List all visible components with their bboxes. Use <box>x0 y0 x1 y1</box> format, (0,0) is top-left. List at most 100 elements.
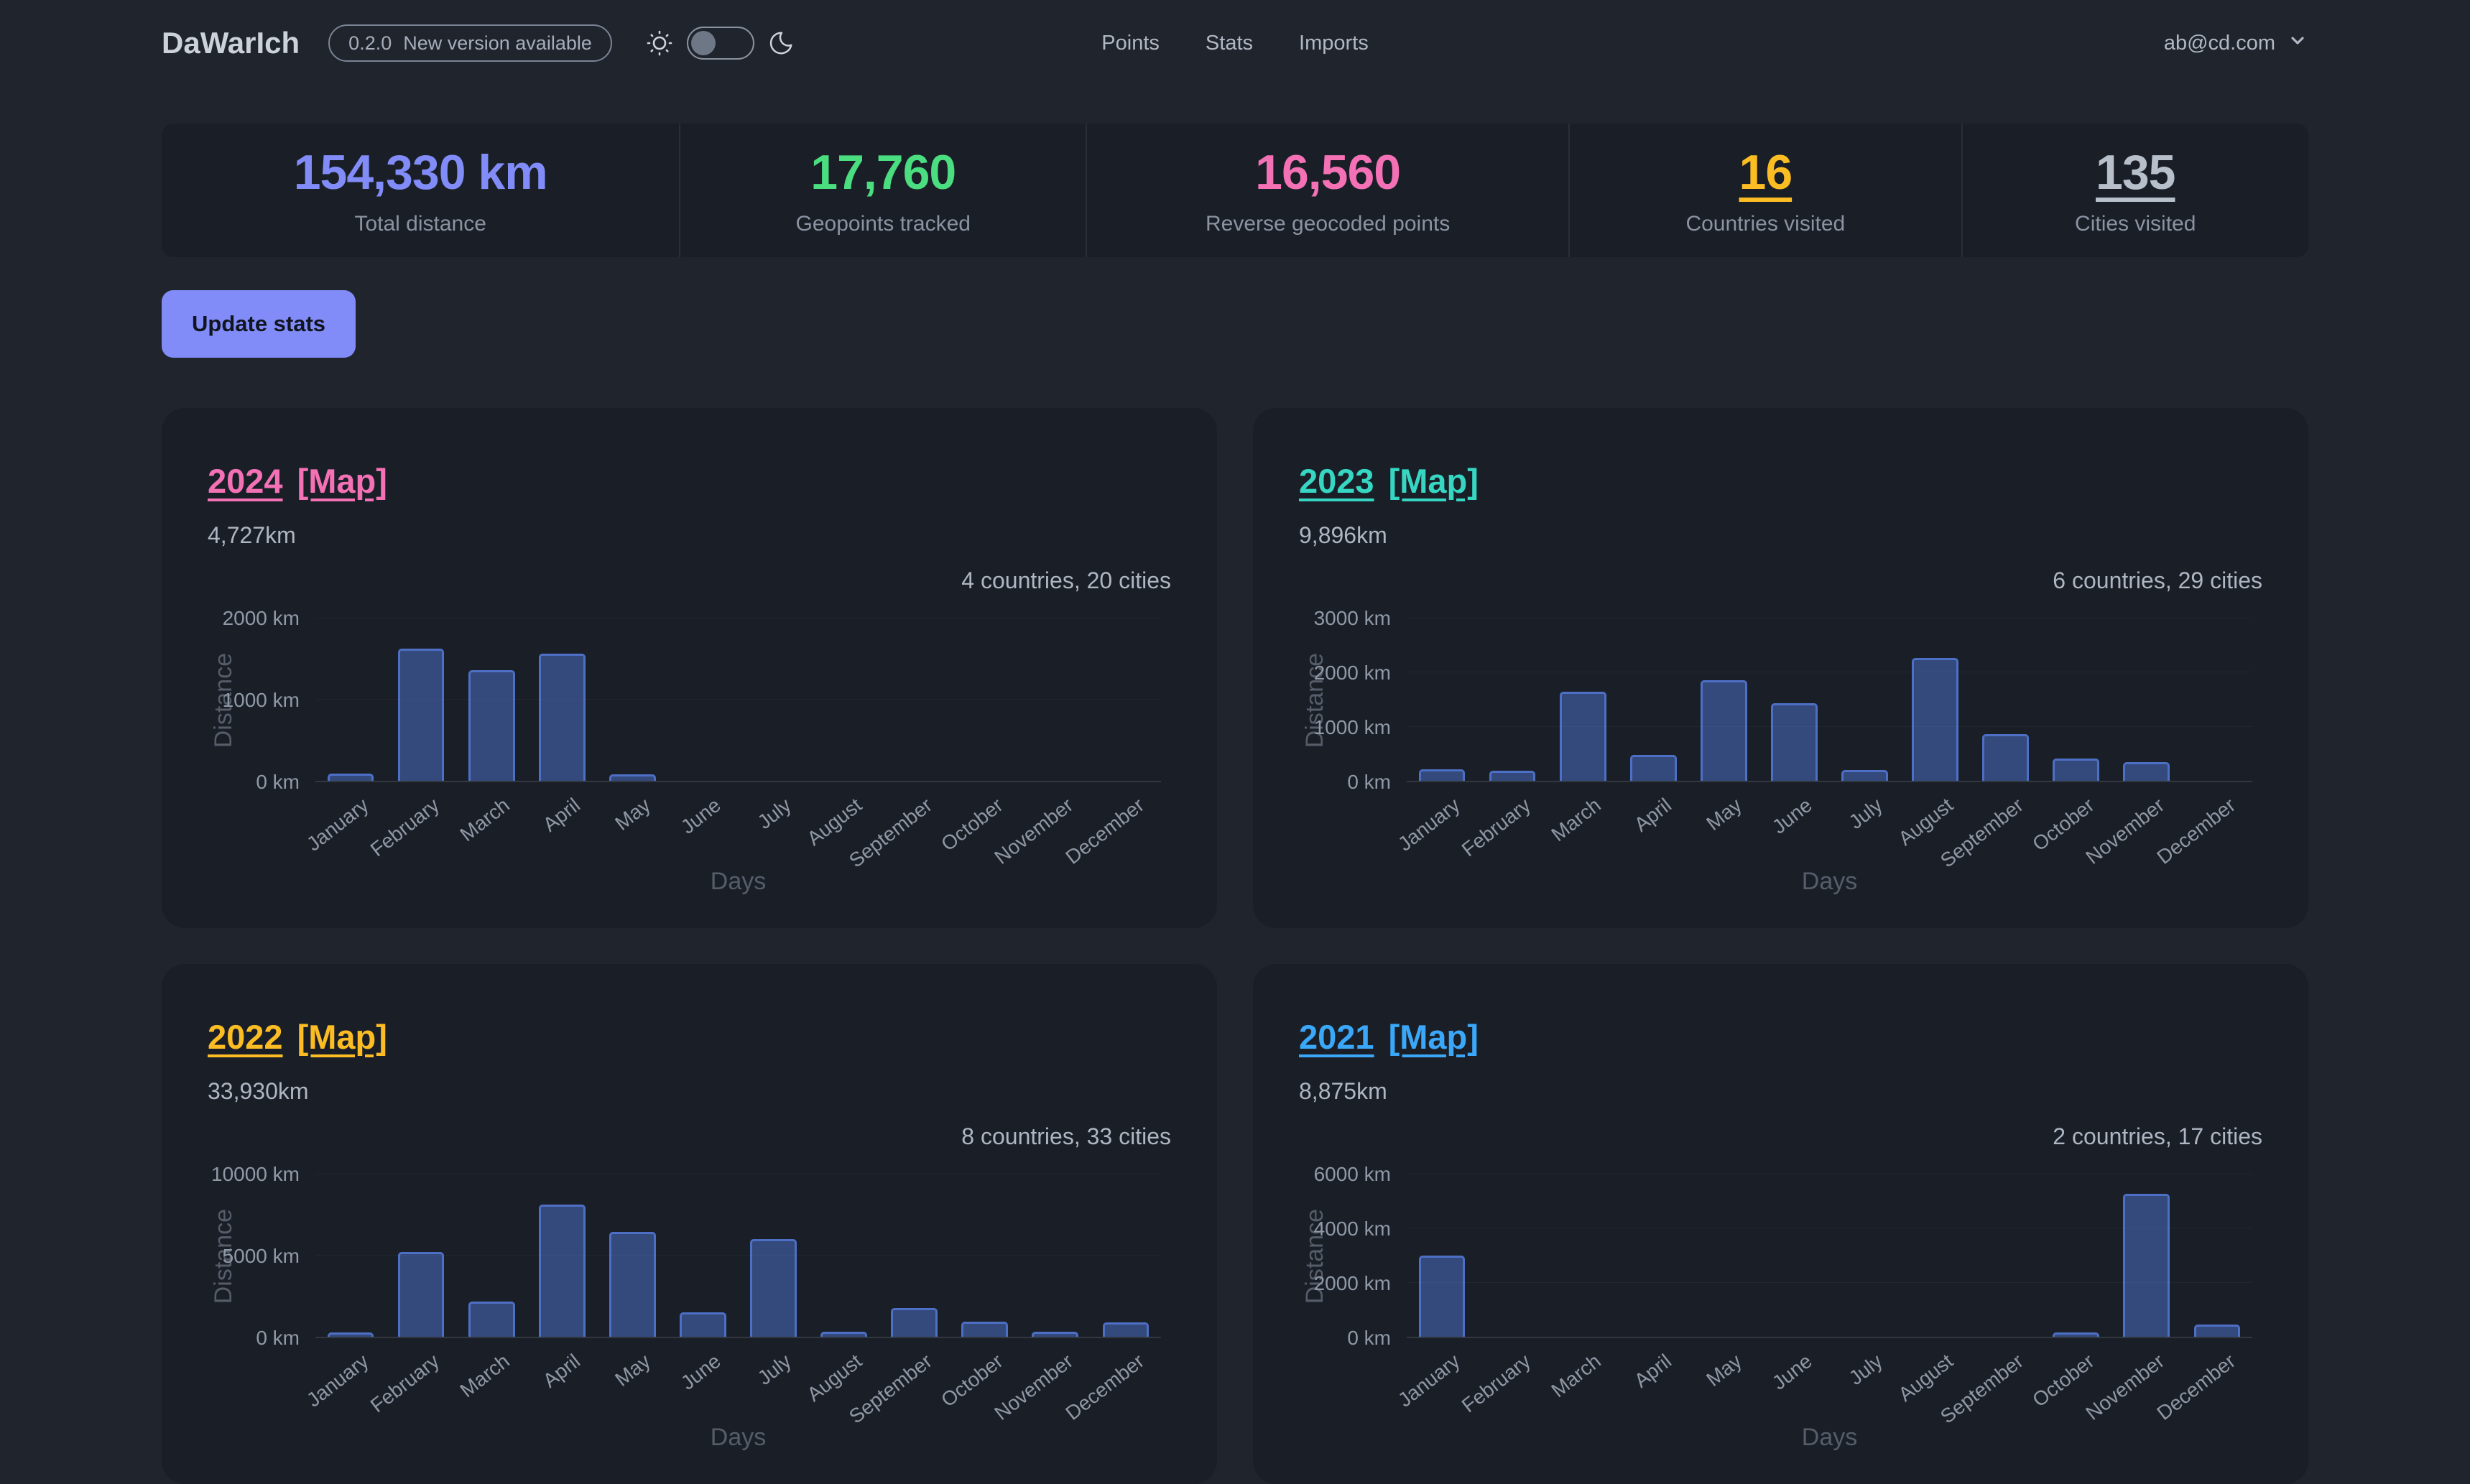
bar-slot <box>1971 618 2041 781</box>
stat-label-total-distance: Total distance <box>354 212 486 236</box>
bar-slot <box>1971 1174 2041 1337</box>
year-summary: 8 countries, 33 cities <box>961 1123 1171 1149</box>
bar-november <box>2123 1194 2170 1337</box>
bar-slot <box>1020 1174 1091 1337</box>
x-tick-label: July <box>1845 1350 1887 1390</box>
x-tick-label: January <box>1394 1350 1464 1411</box>
bar-slot <box>1091 1174 1161 1337</box>
distance-chart-2024[interactable]: Distance 0 km 1000 km 2000 km January Februar… <box>208 601 1171 896</box>
x-axis-ticks: January February March April May June July Augu… <box>302 784 1161 872</box>
x-axis-ticks: January February March April May June July Augu… <box>302 1340 1161 1428</box>
year-link-2022[interactable]: 2022 <box>208 1018 283 1056</box>
year-link-2024[interactable]: 2024 <box>208 462 283 500</box>
update-stats-button[interactable]: Update stats <box>162 290 356 358</box>
stat-value-countries-visited[interactable]: 16 <box>1739 145 1793 200</box>
year-card-head: 2022 [Map] <box>208 1017 1171 1057</box>
bar-april <box>538 653 586 781</box>
bar-july <box>1841 769 1888 781</box>
nav-imports[interactable]: Imports <box>1299 31 1369 55</box>
x-axis-title: Days <box>710 868 767 895</box>
user-menu[interactable]: ab@cd.com <box>2164 29 2308 57</box>
x-tick-slot: December <box>1061 1340 1161 1424</box>
x-tick-label: May <box>611 1350 655 1391</box>
x-tick-slot: February <box>366 784 456 864</box>
year-link-2023[interactable]: 2023 <box>1299 462 1374 500</box>
map-link-2023[interactable]: [Map] <box>1388 462 1479 500</box>
bar-january <box>327 773 374 781</box>
stat-geopoints-tracked: 17,760 Geopoints tracked <box>679 124 1086 257</box>
year-link-2021[interactable]: 2021 <box>1299 1018 1374 1056</box>
chart-plot-area <box>1407 1174 2252 1338</box>
theme-toggle[interactable] <box>686 27 754 60</box>
bar-slot <box>2111 618 2182 781</box>
year-distance: 33,930km <box>208 1078 309 1104</box>
bar-june <box>680 1312 726 1337</box>
bar-february <box>397 648 445 781</box>
stat-label-countries-visited: Countries visited <box>1685 212 1846 236</box>
year-distance: 8,875km <box>1299 1078 1387 1104</box>
x-tick-slot: June <box>667 784 738 864</box>
chart-plot-area <box>315 618 1161 782</box>
user-email: ab@cd.com <box>2163 31 2275 55</box>
x-tick-slot: December <box>2152 1340 2252 1424</box>
x-tick-slot: December <box>2152 784 2252 868</box>
x-tick-slot: May <box>1688 784 1759 864</box>
x-axis-ticks: January February March April May June July Augu… <box>1394 784 2252 872</box>
bar-slot <box>667 618 738 781</box>
bar-slot <box>1759 1174 1829 1337</box>
year-card-head: 2024 [Map] <box>208 461 1171 501</box>
x-tick-slot: April <box>1618 1340 1688 1420</box>
bar-slot <box>2111 1174 2182 1337</box>
x-tick-slot: March <box>1548 784 1618 864</box>
gridline <box>1407 1281 2252 1283</box>
distance-chart-2021[interactable]: Distance 0 km 2000 km 4000 km 6000 km January… <box>1299 1157 2262 1452</box>
bar-slot <box>879 1174 950 1337</box>
bar-february <box>1489 771 1536 781</box>
gridline <box>1407 725 2252 727</box>
year-card-2023: 2023 [Map] 9,896km 6 countries, 29 citie… <box>1253 408 2308 928</box>
map-link-2021[interactable]: [Map] <box>1388 1018 1479 1056</box>
bar-slot <box>809 618 879 781</box>
bar-slot <box>809 1174 879 1337</box>
x-tick-slot: September <box>1937 1340 2041 1428</box>
stat-value-geopoints-tracked: 17,760 <box>810 145 956 200</box>
theme-toggle-knob <box>690 31 716 55</box>
x-tick-slot: March <box>456 784 527 864</box>
stat-countries-visited: 16 Countries visited <box>1568 124 1961 257</box>
version-badge[interactable]: 0.2.0 New version available <box>328 24 612 62</box>
bar-october <box>2053 759 2100 781</box>
x-tick-slot: July <box>738 784 808 864</box>
y-tick-label: 2000 km <box>1313 1272 1391 1295</box>
x-tick-slot: March <box>456 1340 527 1420</box>
bar-slot <box>1688 618 1759 781</box>
nav-points[interactable]: Points <box>1101 31 1160 55</box>
x-tick-slot: March <box>1548 1340 1618 1420</box>
bar-slot <box>1759 618 1829 781</box>
map-link-2024[interactable]: [Map] <box>297 462 387 500</box>
map-link-2022[interactable]: [Map] <box>297 1018 387 1056</box>
nav-stats[interactable]: Stats <box>1205 31 1254 55</box>
header-left-group: DaWarIch 0.2.0 New version available <box>162 24 795 62</box>
bar-october <box>961 1321 1009 1337</box>
bar-september <box>891 1308 938 1337</box>
app-logo[interactable]: DaWarIch <box>162 26 300 60</box>
bar-may <box>609 1232 656 1337</box>
bar-slot <box>1407 1174 1477 1337</box>
x-tick-slot: May <box>597 784 667 864</box>
x-tick-label: August <box>1894 1350 1958 1406</box>
bar-january <box>1418 769 1466 781</box>
distance-chart-2023[interactable]: Distance 0 km 1000 km 2000 km 3000 km January… <box>1299 601 2262 896</box>
bar-slot <box>1618 618 1688 781</box>
x-tick-label: April <box>1629 1350 1676 1392</box>
version-message: New version available <box>403 32 592 54</box>
x-tick-slot: April <box>527 784 597 864</box>
stats-overview: 154,330 km Total distance 17,760 Geopoin… <box>162 124 2308 257</box>
stat-value-cities-visited[interactable]: 135 <box>2096 145 2175 200</box>
y-axis-ticks: 0 km 2000 km 4000 km 6000 km <box>1299 1163 1397 1349</box>
stat-label-cities-visited: Cities visited <box>2075 212 2196 236</box>
x-tick-label: January <box>1394 794 1464 855</box>
bar-slot <box>456 1174 527 1337</box>
bar-january <box>327 1332 374 1337</box>
bar-december <box>1102 1322 1150 1337</box>
distance-chart-2022[interactable]: Distance 0 km 5000 km 10000 km January Februa… <box>208 1157 1171 1452</box>
